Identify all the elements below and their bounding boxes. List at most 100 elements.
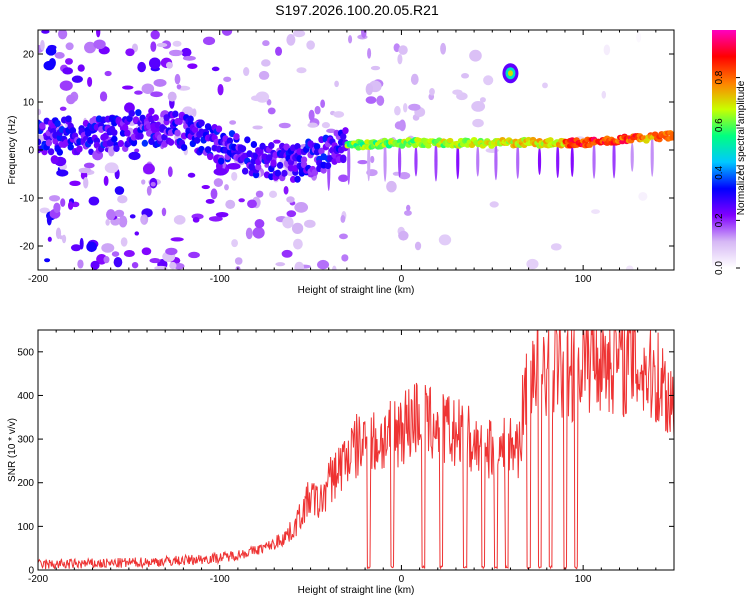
heatmap-cell xyxy=(255,163,262,171)
heatmap-cell xyxy=(66,94,76,105)
heatmap-cell xyxy=(174,73,181,85)
heatmap-cell xyxy=(300,161,308,169)
heatmap-cell xyxy=(397,54,403,65)
heatmap-cell xyxy=(122,124,129,132)
heatmap-cell xyxy=(347,141,351,185)
heatmap-cell xyxy=(65,42,74,51)
heatmap-cell xyxy=(340,133,347,141)
heatmap-cell xyxy=(59,80,73,91)
heatmap-cell xyxy=(172,110,179,118)
heatmap-cell xyxy=(327,148,331,192)
heatmap-cell xyxy=(150,30,160,40)
heatmap-cell xyxy=(275,46,283,56)
heatmap-cell xyxy=(150,181,156,187)
heatmap-cell xyxy=(282,216,294,229)
heatmap-cell xyxy=(215,211,229,218)
heatmap-cell xyxy=(181,47,192,57)
heatmap-cell xyxy=(93,39,106,50)
heatmap-cell xyxy=(438,234,452,246)
heatmap-cell xyxy=(90,260,100,270)
heatmap-cell xyxy=(542,82,548,89)
heatmap-cell xyxy=(153,79,167,87)
snr-y-tick-label: 200 xyxy=(17,478,34,489)
heatmap-cell xyxy=(47,148,55,156)
heatmap-cell xyxy=(252,125,263,130)
heatmap-cell xyxy=(150,91,163,98)
snr-y-ticks: 0 100 200 300 400 500 xyxy=(17,347,674,577)
colorbar-ticks: 0.0 0.2 0.4 0.6 0.8 xyxy=(714,70,740,275)
heatmap-cell xyxy=(526,258,539,270)
heatmap-cell xyxy=(204,146,212,154)
heatmap-cell xyxy=(154,265,168,270)
heatmap-cell xyxy=(192,108,197,117)
heatmap-cell xyxy=(58,30,68,40)
heatmap-cell xyxy=(471,100,486,112)
heatmap-cell xyxy=(103,175,109,186)
heatmap-y-tick-label: 10 xyxy=(23,98,35,109)
heatmap-cell xyxy=(125,48,135,57)
heatmap-cell xyxy=(650,133,654,177)
heatmap-cell xyxy=(128,109,135,117)
heatmap-cell xyxy=(62,67,74,75)
heatmap-cell xyxy=(176,84,182,90)
heatmap-cell xyxy=(537,146,542,175)
heatmap-cell xyxy=(592,141,596,179)
heatmap-cell xyxy=(118,215,128,228)
heatmap-cell xyxy=(494,141,498,181)
snr-frame xyxy=(37,329,675,571)
heatmap-y-ticks: -20 -10 0 10 20 xyxy=(20,50,674,253)
heatmap-cell xyxy=(630,142,634,172)
heatmap-cell xyxy=(83,176,89,189)
heatmap-cell xyxy=(294,202,309,213)
heatmap-cell xyxy=(54,51,65,59)
heatmap-cell xyxy=(150,41,157,52)
heatmap-cell xyxy=(461,73,470,79)
heatmap-cell xyxy=(44,258,51,263)
heatmap-cell xyxy=(296,67,307,74)
heatmap-cell xyxy=(367,143,371,182)
heatmap-cell xyxy=(149,257,161,264)
colorbar-label: Normalized spectral amplitude xyxy=(736,80,747,215)
colorbar-tick-label: 0.2 xyxy=(714,213,725,227)
heatmap-cell xyxy=(398,172,411,180)
heatmap-cell xyxy=(274,169,282,177)
heatmap-cell xyxy=(507,70,513,77)
heatmap-cell xyxy=(39,207,50,214)
heatmap-cell xyxy=(340,215,346,223)
heatmap-cell xyxy=(131,261,139,269)
heatmap-cell xyxy=(550,243,562,251)
heatmap-cell xyxy=(304,219,316,228)
heatmap-cell xyxy=(69,180,81,187)
heatmap-cell xyxy=(308,109,315,122)
heatmap-cell xyxy=(217,84,224,96)
heatmap-cell xyxy=(434,140,438,182)
heatmap-cell xyxy=(403,102,408,113)
heatmap-cell xyxy=(76,145,83,153)
heatmap-cell xyxy=(182,55,196,61)
snr-series-line xyxy=(38,330,674,570)
heatmap-cell xyxy=(267,107,276,115)
heatmap-cell xyxy=(47,44,57,51)
heatmap-cell xyxy=(376,95,385,106)
heatmap-cell xyxy=(114,186,125,195)
heatmap-cell xyxy=(111,251,120,257)
heatmap-cell xyxy=(307,122,318,128)
colorbar-tick-label: 0.4 xyxy=(714,165,725,179)
heatmap-cell xyxy=(603,44,611,56)
heatmap-cell xyxy=(265,154,273,162)
heatmap-cell xyxy=(38,138,42,146)
heatmap-cell xyxy=(469,49,482,62)
heatmap-cell xyxy=(244,136,251,144)
colorbar: 0.0 0.2 0.4 0.6 0.8 Normalized spectral ampl… xyxy=(712,30,747,275)
heatmap-cell xyxy=(201,184,210,190)
heatmap-cell xyxy=(213,178,224,187)
heatmap-cell xyxy=(103,256,110,264)
heatmap-cell xyxy=(266,99,272,106)
heatmap-cell xyxy=(313,143,321,151)
heatmap-cell xyxy=(398,230,409,241)
heatmap-cell xyxy=(169,261,177,270)
heatmap-cell xyxy=(117,195,128,204)
heatmap-cell xyxy=(141,247,152,256)
heatmap-cell xyxy=(591,209,600,214)
heatmap-cell xyxy=(286,196,295,203)
